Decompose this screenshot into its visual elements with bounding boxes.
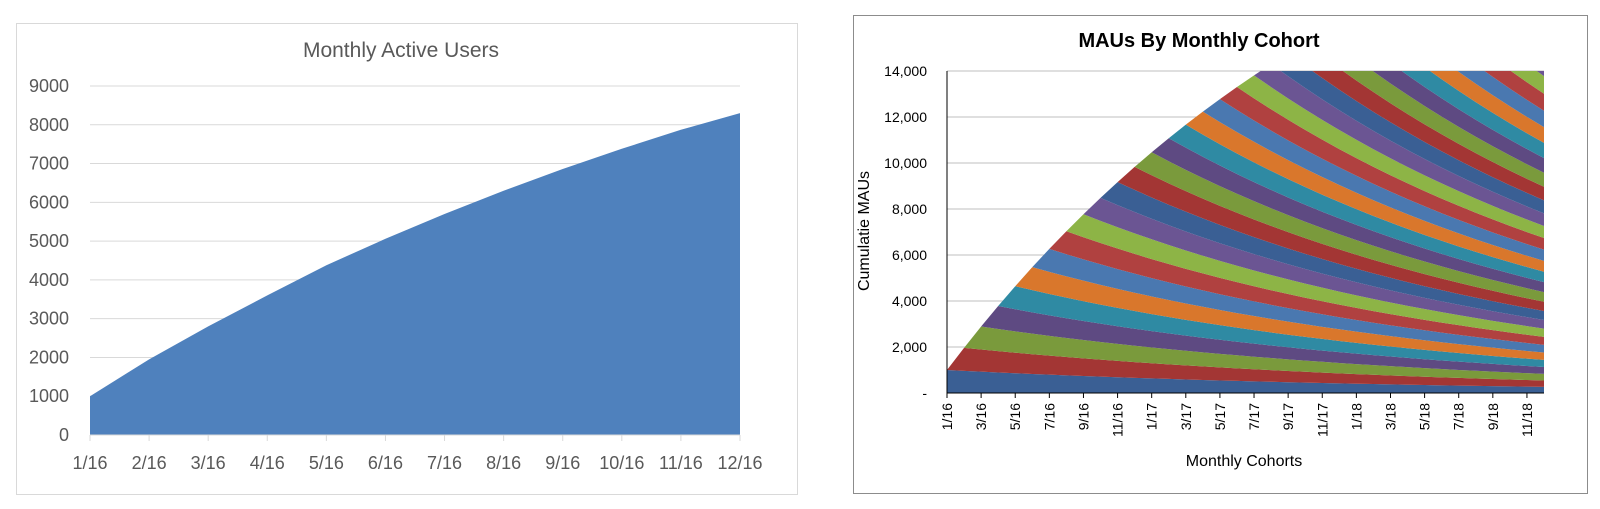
cohort-band	[1015, 267, 1544, 360]
cohort-band	[1151, 138, 1544, 293]
cohort-band	[1168, 124, 1544, 283]
cohort-band	[1066, 214, 1544, 337]
cohort-band	[1510, 71, 1544, 94]
cohort-band	[1117, 166, 1544, 312]
y-tick-label: 2000	[29, 347, 69, 367]
x-tick-label: 9/17	[1280, 403, 1296, 430]
x-tick-label: 5/17	[1212, 403, 1228, 430]
y-tick-label: 4000	[29, 270, 69, 290]
x-tick-label: 2/16	[132, 453, 167, 473]
x-tick-label: 9/16	[1075, 403, 1091, 430]
x-tick-label: 4/16	[250, 453, 285, 473]
cohort-band	[1401, 71, 1544, 159]
cohort-band	[981, 305, 1544, 374]
y-tick-label: 7000	[29, 154, 69, 174]
x-tick-label: 7/18	[1451, 403, 1467, 430]
cohort-band	[1185, 111, 1544, 272]
x-tick-label: 7/17	[1246, 403, 1262, 430]
y-tick-label: 8000	[29, 115, 69, 135]
cohort-bands	[947, 0, 1544, 393]
cohort-band	[1457, 71, 1544, 128]
x-tick-label: 11/16	[1110, 403, 1126, 437]
x-tick-label: 11/16	[659, 453, 703, 473]
y-tick-label: 0	[59, 425, 69, 445]
cohort-band	[947, 370, 1544, 393]
cohort-band	[1484, 71, 1544, 111]
cohort-band	[1049, 231, 1544, 345]
cohort-band	[1254, 71, 1544, 226]
x-axis-ticks: 1/16 3/16 5/16 7/16 9/16 11/16 1/17 3/17 5/17 7/1…	[939, 71, 1544, 437]
chart-title: Monthly Active Users	[303, 39, 499, 62]
chart-panel-right: -2,000 4,000 6,000 8,000 10,000 12,000 14,000 …	[853, 15, 1588, 494]
x-tick-label: 1/16	[72, 453, 107, 473]
x-tick-label: 6/16	[368, 453, 403, 473]
y-axis-ticks: 0 1000 2000 3000 4000 5000 6000 7000 8000 9000	[29, 76, 69, 445]
x-tick-label: 5/16	[309, 453, 344, 473]
x-tick-label: 9/16	[545, 453, 580, 473]
x-tick-label: 1/16	[939, 403, 955, 430]
chart-panel-left: 1/16 2/16 3/16 4/16 5/16 6/16 7/16 8/16 9/16 10/1…	[16, 23, 798, 495]
x-tick-label: 1/17	[1144, 403, 1160, 430]
y-tick-label: 8,000	[892, 201, 927, 217]
x-tick-label: 11/17	[1314, 403, 1330, 437]
cohort-stacked-area-chart: -2,0004,0006,0008,00010,00012,00014,000 …	[856, 30, 1544, 470]
mau-area-chart: 1/16 2/16 3/16 4/16 5/16 6/16 7/16 8/16 9/16 10/1…	[29, 39, 763, 473]
x-tick-label: 3/16	[191, 453, 226, 473]
y-tick-label: 6000	[29, 192, 69, 212]
x-tick-label: 12/16	[717, 453, 762, 473]
x-tick-label: 5/16	[1007, 403, 1023, 430]
y-tick-label: 4,000	[892, 293, 927, 309]
y-tick-label: 1000	[29, 386, 69, 406]
cohort-band	[1236, 75, 1544, 239]
y-tick-label: 6,000	[892, 247, 927, 263]
mau-area	[90, 113, 740, 435]
x-tick-label: 11/18	[1519, 403, 1535, 437]
x-tick-label: 1/18	[1348, 403, 1364, 430]
x-tick-label: 7/16	[427, 453, 462, 473]
x-axis-ticks: 1/16 2/16 3/16 4/16 5/16 6/16 7/16 8/16 9/16 10/1…	[72, 434, 763, 473]
y-tick-label: 14,000	[884, 63, 927, 79]
cohort-band	[964, 326, 1544, 381]
cohort-band	[1100, 182, 1544, 320]
cohort-band	[1342, 71, 1544, 187]
y-axis-ticks: - 2,000 4,000 6,000 8,000 10,000 12,000 14,000	[884, 63, 927, 401]
x-tick-label: 3/17	[1178, 403, 1194, 430]
cohort-band	[1032, 248, 1544, 353]
cohort-band	[947, 347, 1544, 387]
y-tick-label: 2,000	[892, 339, 927, 355]
cohort-band	[1312, 71, 1544, 201]
x-tick-label: 7/16	[1041, 403, 1057, 430]
x-tick-label: 3/16	[973, 403, 989, 430]
cohort-band	[1219, 86, 1544, 250]
cohort-band	[1459, 0, 1544, 39]
x-tick-label: 10/16	[599, 453, 644, 473]
x-axis-title: Monthly Cohorts	[1186, 453, 1303, 470]
y-tick-label: 5000	[29, 231, 69, 251]
chart-title: MAUs By Monthly Cohort	[1078, 30, 1319, 52]
y-axis-title: Cumulatie MAUs	[856, 171, 873, 291]
x-tick-label: 5/18	[1417, 403, 1433, 430]
y-tick-label: 9000	[29, 76, 69, 96]
cohort-band	[998, 286, 1544, 368]
cohort-band	[1536, 71, 1544, 77]
cohort-band	[1083, 197, 1544, 329]
cohort-band	[1280, 71, 1544, 214]
x-tick-label: 3/18	[1382, 403, 1398, 430]
cohort-band	[1202, 99, 1544, 261]
y-tick-label: 12,000	[884, 109, 927, 125]
cohort-band	[1372, 71, 1544, 173]
x-tick-label: 8/16	[486, 453, 521, 473]
cohort-band	[1430, 71, 1544, 143]
x-tick-label: 9/18	[1485, 403, 1501, 430]
y-tick-label: 3000	[29, 309, 69, 329]
cohort-band	[1476, 0, 1544, 19]
y-tick-label: 10,000	[884, 155, 927, 171]
cohort-band	[1442, 0, 1544, 58]
y-tick-label: -	[922, 385, 927, 401]
cohort-band	[1134, 152, 1544, 302]
